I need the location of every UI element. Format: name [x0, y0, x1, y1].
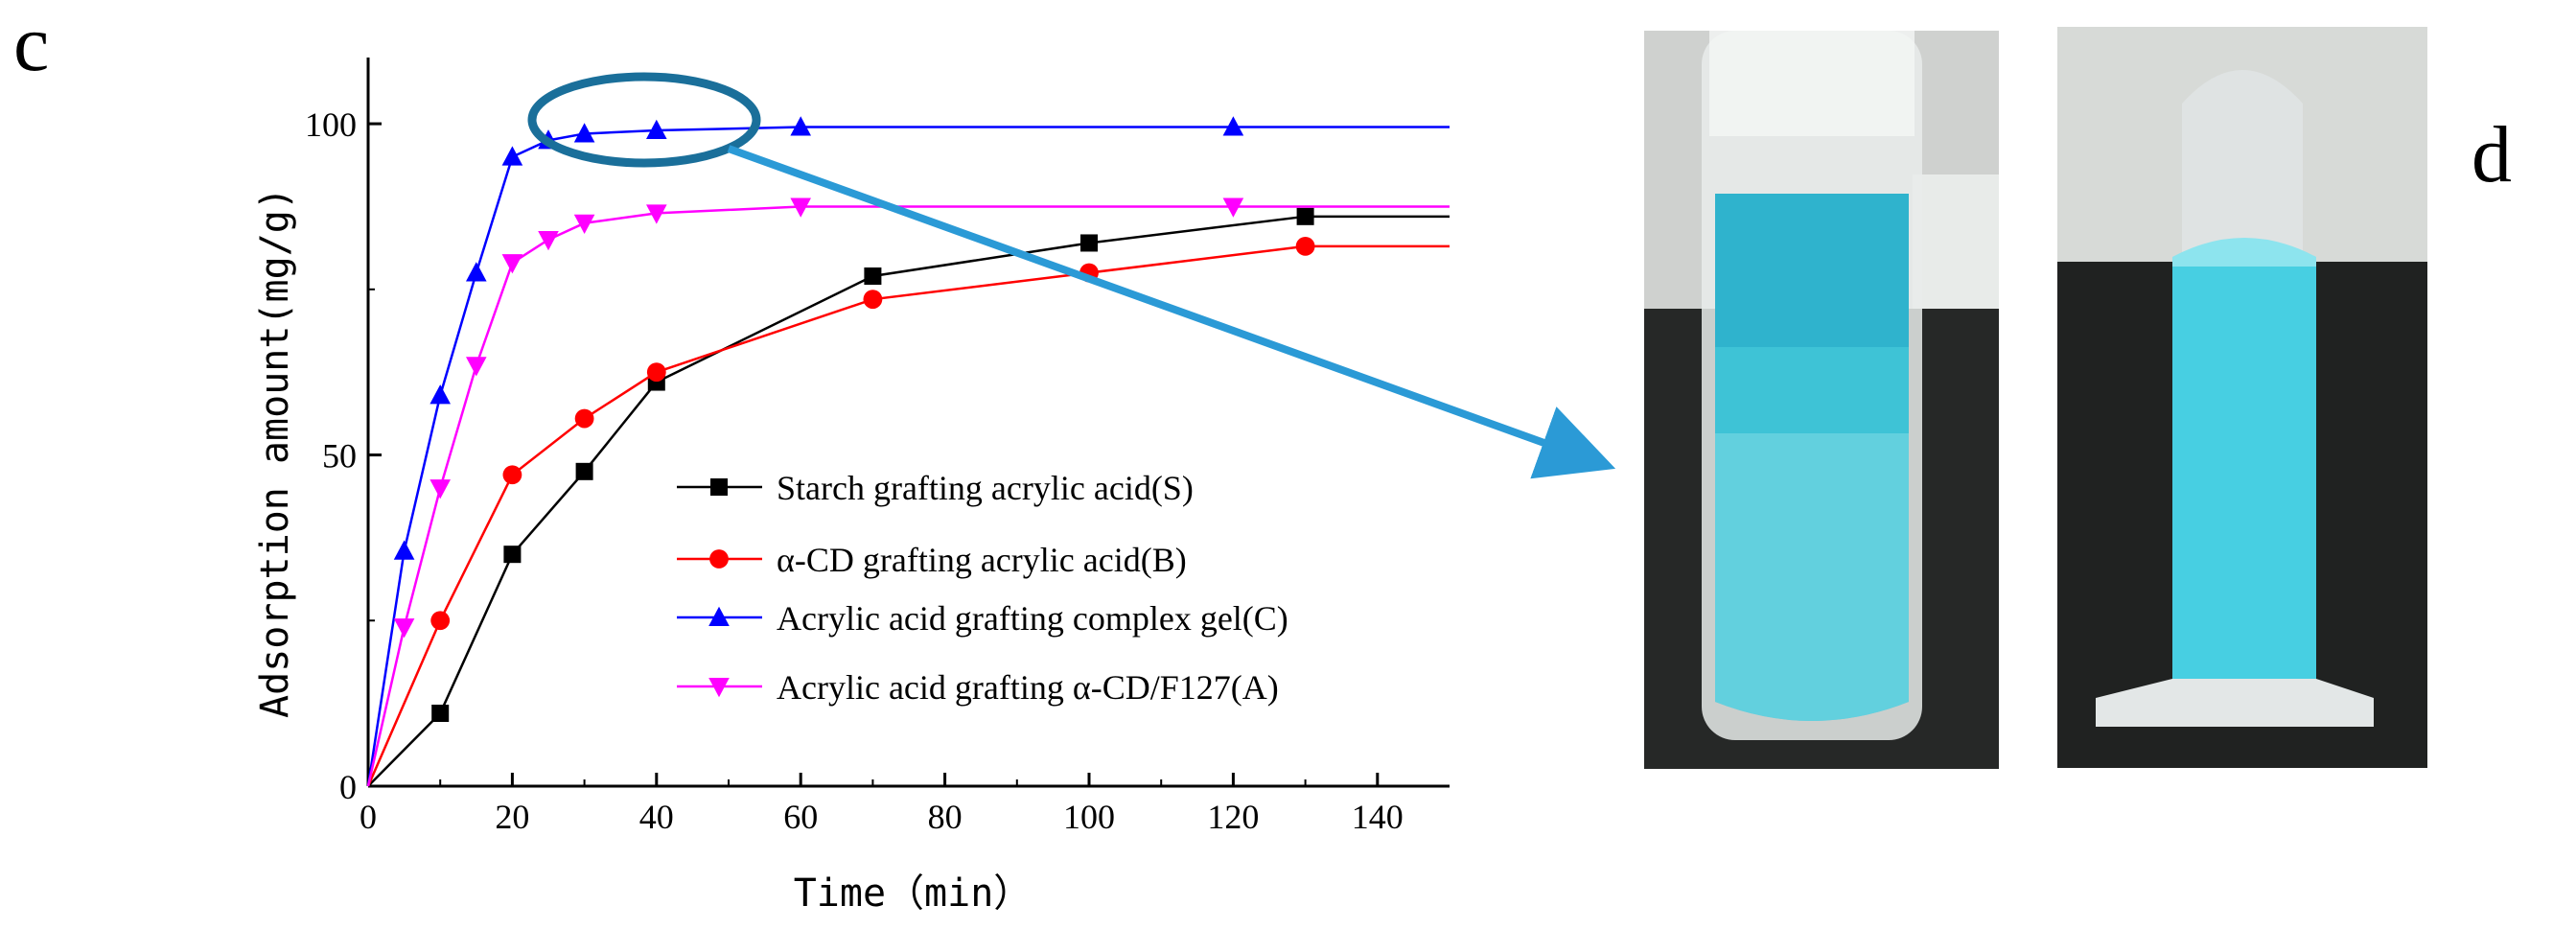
- x-tick-label: 120: [1207, 798, 1259, 836]
- data-point: [863, 290, 883, 310]
- x-tick-label: 100: [1063, 798, 1115, 836]
- legend-label: Acrylic acid grafting α-CD/F127(A): [777, 668, 1279, 707]
- data-point: [573, 123, 595, 143]
- series-3: [366, 197, 1450, 787]
- data-point: [1222, 197, 1244, 218]
- x-tick-label: 40: [639, 798, 674, 836]
- data-point: [393, 618, 415, 639]
- data-point: [575, 462, 593, 480]
- pointer-arrow: [727, 145, 1616, 479]
- data-point: [573, 214, 595, 234]
- x-tick-label: 80: [928, 798, 963, 836]
- data-point: [864, 267, 882, 285]
- legend-item-2: Acrylic acid grafting complex gel(C): [677, 599, 1288, 638]
- photo-tube-left: [1644, 31, 1999, 769]
- photo-tube-right: [2057, 27, 2427, 768]
- panel-label-d: d: [2472, 110, 2512, 199]
- legend: Starch grafting acrylic acid(S) α-CD graf…: [677, 469, 1288, 707]
- y-tick-label: 0: [339, 768, 357, 806]
- data-point: [501, 146, 523, 166]
- tube-left-illustration: [1644, 31, 1999, 769]
- data-point: [710, 478, 728, 496]
- legend-label: Starch grafting acrylic acid(S): [777, 469, 1194, 507]
- data-point: [790, 197, 811, 218]
- data-point: [1295, 237, 1315, 256]
- panel-label-c: c: [13, 0, 50, 88]
- y-tick-label: 100: [305, 105, 357, 144]
- annotation: [527, 72, 1616, 479]
- data-point: [708, 606, 730, 626]
- data-point: [574, 408, 594, 429]
- legend-item-1: α-CD grafting acrylic acid(B): [677, 541, 1187, 579]
- data-point: [501, 254, 523, 274]
- legend-label: Acrylic acid grafting complex gel(C): [777, 599, 1288, 638]
- tube-right-illustration: [2057, 27, 2427, 768]
- x-tick-label: 140: [1352, 798, 1404, 836]
- data-point: [430, 611, 451, 631]
- data-point: [393, 540, 415, 560]
- y-tick-label: 50: [322, 437, 357, 476]
- data-point: [538, 231, 559, 251]
- data-point: [646, 119, 667, 139]
- x-axis-label: Time（min）: [794, 871, 1033, 916]
- data-point: [646, 204, 667, 224]
- legend-label: α-CD grafting acrylic acid(B): [777, 541, 1187, 579]
- data-point: [1296, 207, 1314, 225]
- x-tick-label: 20: [495, 798, 529, 836]
- data-point: [646, 362, 666, 383]
- legend-item-0: Starch grafting acrylic acid(S): [677, 469, 1194, 507]
- data-point: [466, 262, 487, 282]
- legend-item-3: Acrylic acid grafting α-CD/F127(A): [677, 668, 1279, 707]
- data-point: [502, 465, 522, 485]
- series-layer: [366, 116, 1450, 787]
- data-point: [790, 116, 811, 136]
- x-tick-label: 0: [360, 798, 377, 836]
- data-point: [709, 549, 729, 569]
- x-tick-label: 60: [783, 798, 818, 836]
- data-point: [431, 705, 450, 722]
- y-axis-label: Adsorption amount(mg/g): [253, 187, 297, 718]
- data-point: [429, 479, 451, 499]
- data-point: [503, 546, 522, 564]
- series-1: [366, 237, 1450, 787]
- data-point: [466, 357, 487, 377]
- highlight-ellipse: [527, 72, 761, 168]
- axes: 0 20 40 60 80 100 120 140 0 50 100: [305, 58, 1450, 836]
- data-point: [1222, 116, 1244, 136]
- data-point: [429, 384, 451, 405]
- data-point: [1080, 234, 1098, 252]
- data-point: [708, 678, 730, 698]
